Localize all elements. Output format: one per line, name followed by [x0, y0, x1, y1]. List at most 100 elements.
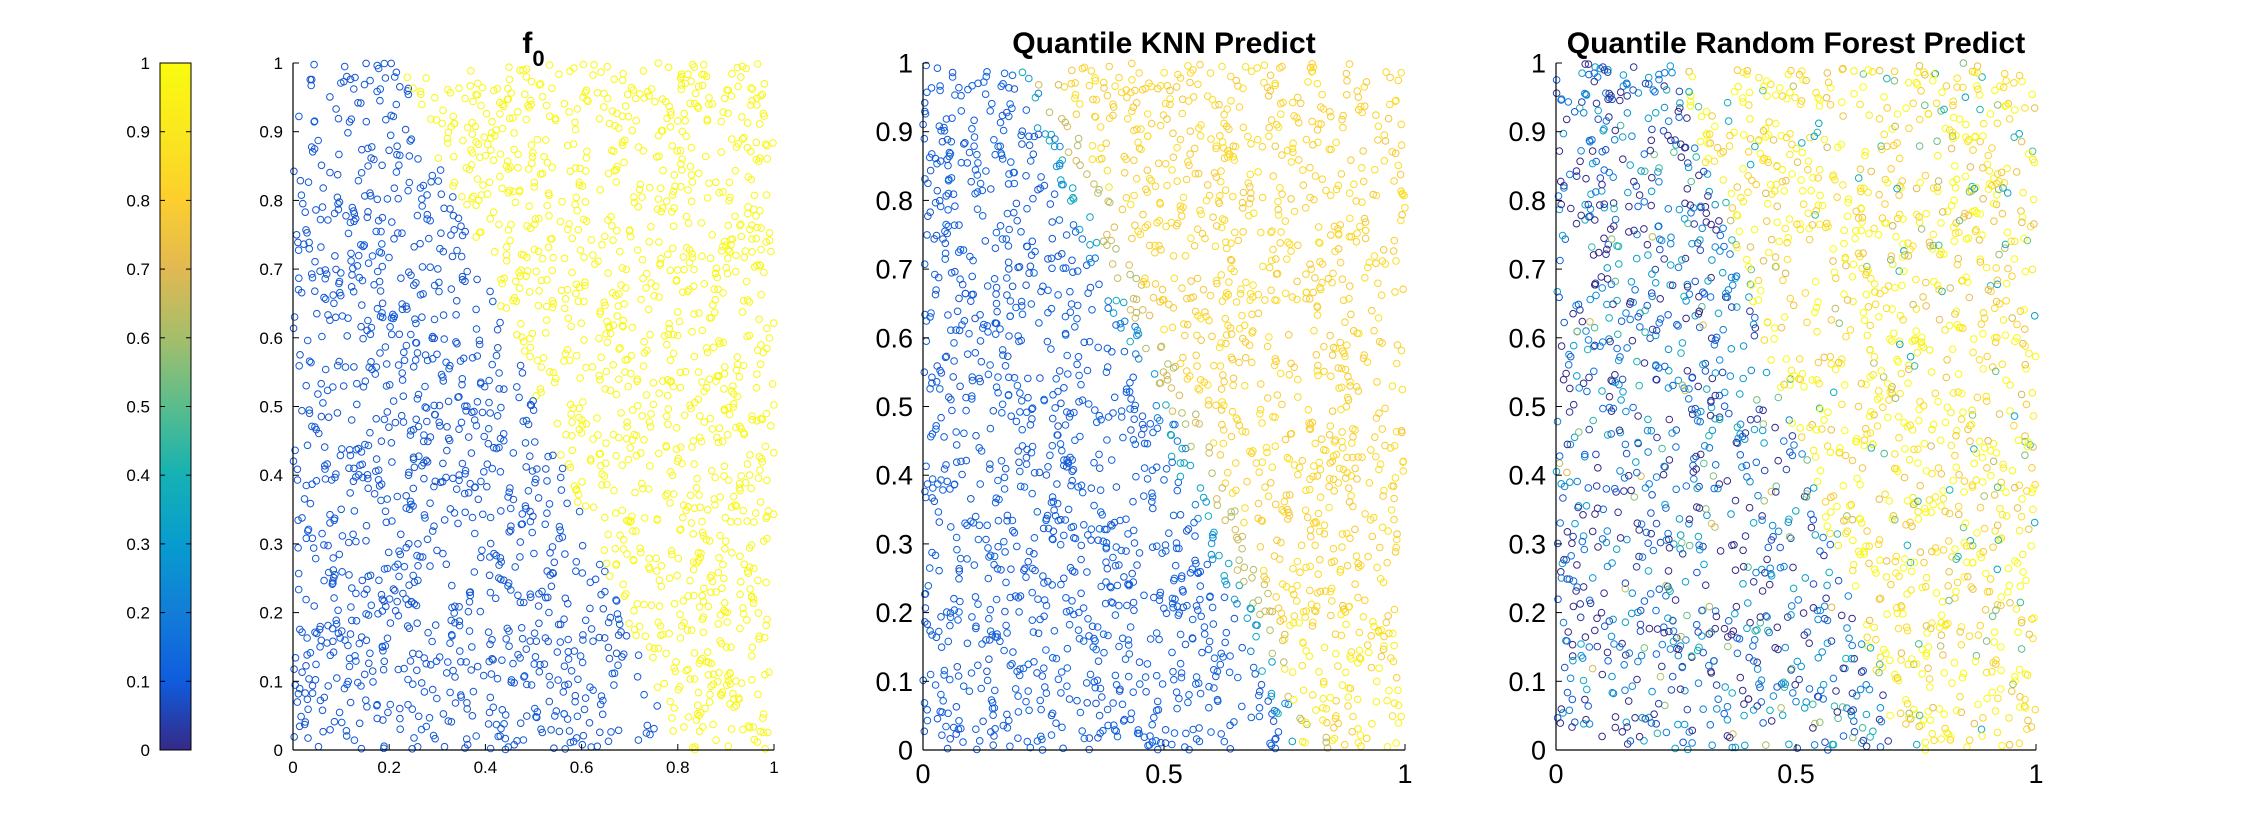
- data-point: [1644, 251, 1652, 259]
- data-point: [711, 296, 720, 304]
- data-point: [1377, 291, 1386, 300]
- data-point: [1219, 439, 1228, 448]
- data-point: [621, 102, 630, 110]
- data-point: [463, 267, 472, 276]
- data-point: [514, 108, 522, 116]
- data-point: [676, 526, 684, 534]
- data-point: [972, 622, 980, 631]
- data-point: [1792, 144, 1801, 153]
- data-point: [2005, 581, 2013, 590]
- data-point: [1124, 636, 1133, 644]
- data-point: [1172, 221, 1181, 230]
- x-tick-label: 0.5: [1145, 759, 1183, 789]
- data-point: [627, 83, 636, 92]
- data-point: [678, 155, 687, 163]
- data-point: [1338, 428, 1346, 436]
- data-point: [454, 519, 462, 528]
- data-point: [1091, 254, 1099, 263]
- data-point: [641, 632, 650, 641]
- data-point: [767, 422, 775, 430]
- data-point: [933, 64, 942, 72]
- data-point: [428, 527, 437, 535]
- data-point: [535, 619, 543, 628]
- data-point: [1880, 93, 1888, 101]
- data-point: [1077, 555, 1085, 564]
- data-point: [677, 160, 685, 168]
- data-point: [735, 480, 744, 488]
- data-point: [1288, 668, 1297, 677]
- data-point: [971, 189, 979, 198]
- data-point: [393, 142, 401, 150]
- data-point: [1000, 473, 1009, 482]
- data-point: [1131, 440, 1140, 449]
- data-point: [1030, 269, 1038, 277]
- data-point: [942, 115, 951, 123]
- data-point: [923, 480, 932, 488]
- data-point: [556, 473, 565, 482]
- data-point: [1024, 557, 1032, 566]
- data-point: [946, 485, 954, 493]
- data-point: [669, 187, 678, 196]
- data-point: [2002, 512, 2011, 520]
- data-point: [542, 465, 550, 473]
- data-point: [505, 75, 514, 84]
- data-point: [1088, 155, 1097, 164]
- data-point: [509, 659, 517, 668]
- data-point: [1152, 463, 1161, 472]
- data-point: [924, 582, 933, 590]
- data-point: [1263, 83, 1272, 92]
- data-point: [1273, 120, 1281, 129]
- data-point: [1009, 527, 1017, 535]
- data-point: [304, 178, 313, 186]
- x-tick-label: 0: [288, 758, 297, 777]
- data-point: [1015, 671, 1024, 680]
- data-point: [745, 298, 754, 306]
- data-point: [668, 191, 677, 199]
- data-point: [318, 706, 327, 715]
- data-point: [400, 664, 408, 673]
- data-point: [1394, 686, 1402, 695]
- data-point: [1190, 518, 1198, 527]
- data-point: [568, 234, 577, 243]
- data-point: [1244, 179, 1253, 187]
- data-point: [1193, 331, 1201, 340]
- data-point: [987, 185, 995, 193]
- data-point: [1217, 649, 1225, 658]
- data-point: [1375, 628, 1383, 637]
- data-point: [423, 417, 431, 426]
- data-point: [345, 446, 354, 454]
- data-point: [1047, 731, 1056, 739]
- data-point: [1247, 140, 1255, 148]
- data-point: [1397, 141, 1406, 149]
- data-point: [999, 80, 1007, 88]
- data-point: [1293, 277, 1301, 286]
- data-point: [639, 67, 648, 75]
- y-tick-label: 0.7: [875, 255, 913, 285]
- data-point: [362, 59, 370, 68]
- data-point: [1277, 609, 1286, 618]
- data-point: [731, 501, 739, 510]
- data-point: [1039, 572, 1047, 580]
- data-point: [566, 463, 575, 472]
- data-point: [1022, 172, 1030, 180]
- data-point: [699, 60, 708, 69]
- data-point: [416, 87, 425, 96]
- data-point: [1013, 216, 1022, 225]
- data-point: [536, 385, 545, 393]
- data-point: [1162, 401, 1170, 409]
- data-point: [1129, 688, 1137, 697]
- data-point: [1306, 295, 1314, 303]
- data-point: [346, 75, 355, 84]
- data-point: [731, 212, 739, 221]
- data-point: [1834, 714, 1842, 723]
- data-point: [1124, 641, 1133, 649]
- data-point: [1158, 549, 1166, 558]
- data-point: [706, 573, 715, 582]
- data-point: [1392, 257, 1400, 265]
- data-point: [992, 283, 1001, 292]
- data-point: [1146, 635, 1155, 643]
- data-point: [422, 659, 431, 668]
- data-point: [937, 690, 945, 699]
- data-point: [1208, 603, 1217, 612]
- data-point: [1010, 208, 1018, 217]
